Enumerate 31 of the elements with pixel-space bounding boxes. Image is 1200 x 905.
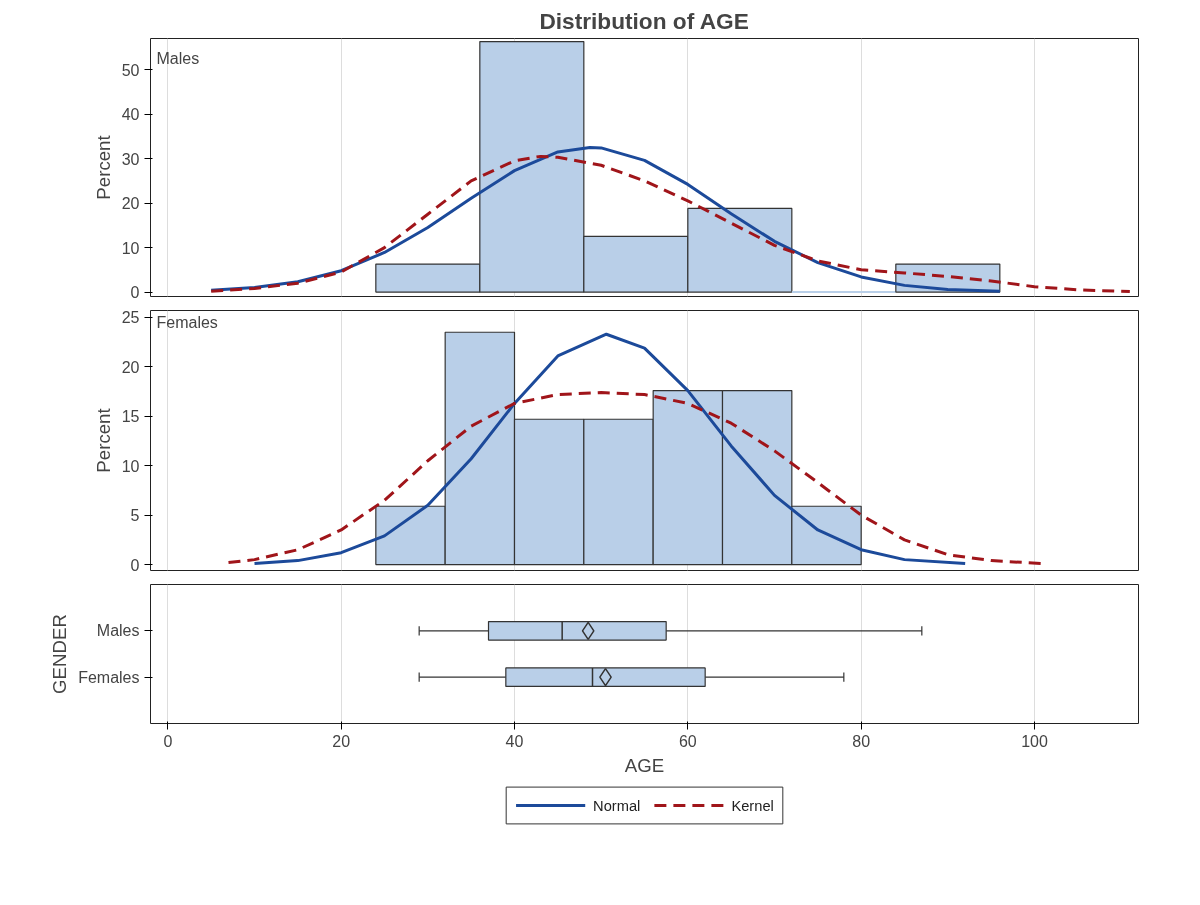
line-series [209, 154, 1132, 294]
legend-label: Normal [593, 797, 641, 814]
y-tick-label: 10 [121, 457, 140, 475]
legend-label: Kernel [731, 797, 774, 814]
x-tick-label: 80 [852, 732, 871, 750]
y-tick-label: 0 [130, 556, 140, 574]
y-tick-label: Females [78, 668, 140, 686]
y-tick-label: 10 [121, 239, 140, 257]
y-tick-label: 5 [130, 507, 140, 525]
y-tick-label: 50 [121, 61, 140, 79]
x-axis-title: AGE [624, 754, 665, 776]
x-tick-label: 20 [332, 732, 351, 750]
x-tick-label: 40 [505, 732, 524, 750]
y-tick-label: Males [96, 622, 140, 640]
chart-title: Distribution of AGE [539, 7, 749, 34]
x-tick-label: 0 [163, 732, 173, 750]
y-axis-title: Percent [92, 134, 114, 200]
y-tick-label: 30 [121, 150, 140, 168]
y-tick-label: 15 [121, 408, 140, 426]
line-series [253, 332, 967, 566]
y-tick-label: 20 [121, 358, 140, 376]
x-tick-label: 60 [678, 732, 697, 750]
annotation: Females [156, 313, 218, 331]
y-tick-label: 40 [121, 106, 140, 124]
y-tick-label: 20 [121, 195, 140, 213]
x-tick-label: 100 [1021, 732, 1048, 750]
y-axis-title: Percent [92, 407, 114, 473]
y-axis-title: GENDER [49, 614, 71, 694]
y-tick-label: 0 [130, 284, 140, 302]
y-tick-label: 25 [121, 309, 140, 327]
annotation: Males [156, 49, 200, 67]
